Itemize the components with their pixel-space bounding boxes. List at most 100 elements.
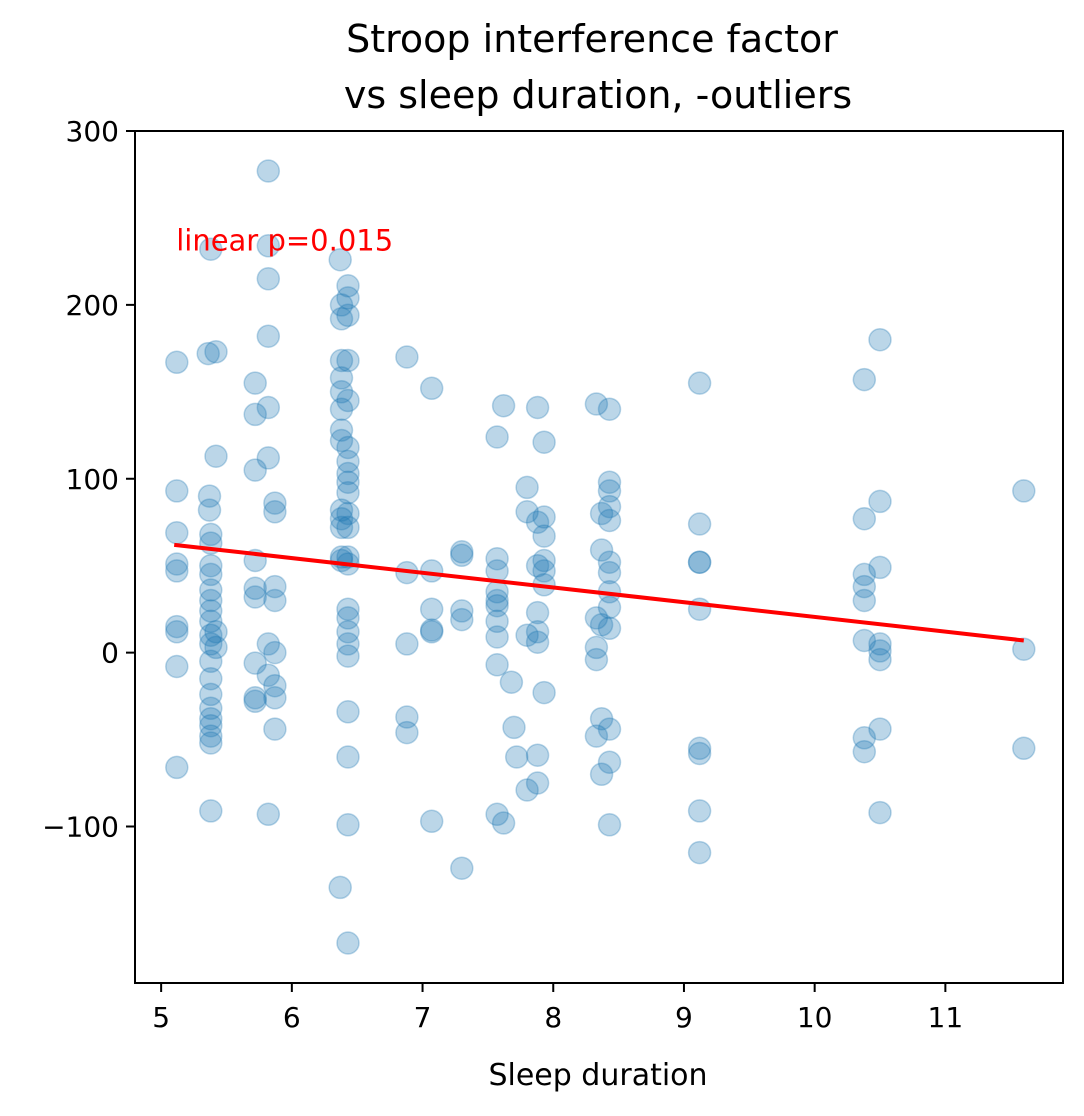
data-point	[263, 686, 287, 710]
y-axis: −100 0 100 200 300	[42, 115, 135, 844]
data-point	[450, 543, 474, 568]
data-point	[328, 247, 352, 272]
data-point	[204, 340, 228, 364]
data-point	[196, 341, 220, 366]
x-axis-label: Sleep duration	[488, 1058, 707, 1093]
data-point	[532, 505, 556, 529]
data-point	[868, 717, 892, 741]
data-point	[199, 623, 223, 647]
data-point	[329, 515, 354, 540]
data-point	[336, 813, 360, 837]
data-point	[336, 620, 360, 644]
data-point	[336, 931, 360, 955]
data-point	[515, 623, 539, 647]
data-point	[256, 446, 281, 470]
data-point	[336, 388, 360, 413]
data-point	[395, 345, 419, 369]
data-point	[243, 458, 267, 482]
data-point	[395, 705, 419, 729]
data-point	[165, 479, 189, 503]
data-point	[852, 574, 877, 599]
data-point	[336, 303, 360, 328]
data-point	[336, 597, 360, 621]
data-point	[687, 371, 712, 395]
data-point	[852, 628, 877, 653]
data-point	[584, 647, 609, 672]
data-point	[336, 700, 360, 724]
data-point	[336, 632, 360, 656]
data-point	[243, 371, 267, 395]
data-point	[329, 348, 354, 373]
data-point	[256, 234, 281, 258]
data-point	[199, 713, 223, 738]
data-point	[485, 593, 509, 618]
data-point	[597, 750, 622, 774]
data-point	[419, 376, 444, 401]
y-tick-label: 200	[66, 289, 119, 322]
data-point	[485, 546, 509, 571]
data-point	[328, 875, 352, 900]
chart-title-line-2: vs sleep duration, -outliers	[344, 73, 852, 117]
data-point	[687, 550, 712, 574]
data-point	[199, 632, 223, 656]
data-point	[419, 809, 444, 834]
data-point	[199, 599, 223, 623]
data-point	[165, 520, 189, 545]
data-point	[852, 367, 877, 392]
linear-fit-line	[173, 542, 1025, 643]
data-point	[199, 731, 223, 755]
data-point	[499, 670, 524, 694]
data-point	[868, 555, 892, 580]
plot-area-frame	[134, 130, 1064, 984]
data-point	[450, 599, 474, 623]
data-point	[597, 595, 622, 620]
data-point	[525, 395, 550, 420]
data-point	[450, 540, 474, 564]
data-point	[329, 366, 354, 390]
x-axis: 5 6 7 8 9 10 11	[152, 983, 963, 1034]
data-point	[852, 726, 877, 750]
data-point	[329, 418, 354, 442]
data-point	[584, 724, 609, 748]
data-point	[199, 553, 223, 578]
data-point	[199, 799, 223, 823]
data-point	[336, 449, 360, 474]
data-point	[199, 522, 223, 547]
x-tick-label: 7	[414, 1001, 432, 1034]
p-value-annotation: linear p=0.015	[176, 224, 393, 258]
data-point	[204, 620, 228, 644]
data-point	[1012, 637, 1036, 661]
data-point	[199, 724, 223, 748]
data-point	[419, 559, 444, 583]
data-point	[597, 550, 622, 574]
data-point	[243, 585, 267, 609]
data-point	[199, 706, 223, 731]
data-point	[491, 393, 516, 418]
x-tick-label: 8	[544, 1001, 562, 1034]
data-point	[329, 380, 354, 404]
data-point	[597, 508, 622, 533]
data-point	[532, 524, 556, 548]
data-point	[504, 745, 529, 769]
data-point	[336, 501, 360, 526]
data-point	[597, 560, 622, 585]
data-point	[532, 680, 556, 705]
data-point	[584, 606, 609, 630]
data-point	[584, 392, 609, 416]
data-point	[868, 647, 892, 672]
data-point	[243, 576, 267, 601]
data-point	[263, 500, 287, 524]
data-point	[525, 553, 550, 578]
data-point	[868, 800, 892, 825]
data-point	[256, 632, 281, 656]
data-point	[852, 739, 877, 764]
data-point	[515, 500, 539, 524]
data-point	[199, 666, 223, 691]
data-point	[597, 470, 622, 494]
data-point	[256, 159, 281, 183]
data-point	[852, 562, 877, 587]
data-point	[263, 588, 287, 613]
data-point	[1012, 736, 1036, 761]
data-point	[485, 625, 509, 649]
data-point	[165, 614, 189, 639]
